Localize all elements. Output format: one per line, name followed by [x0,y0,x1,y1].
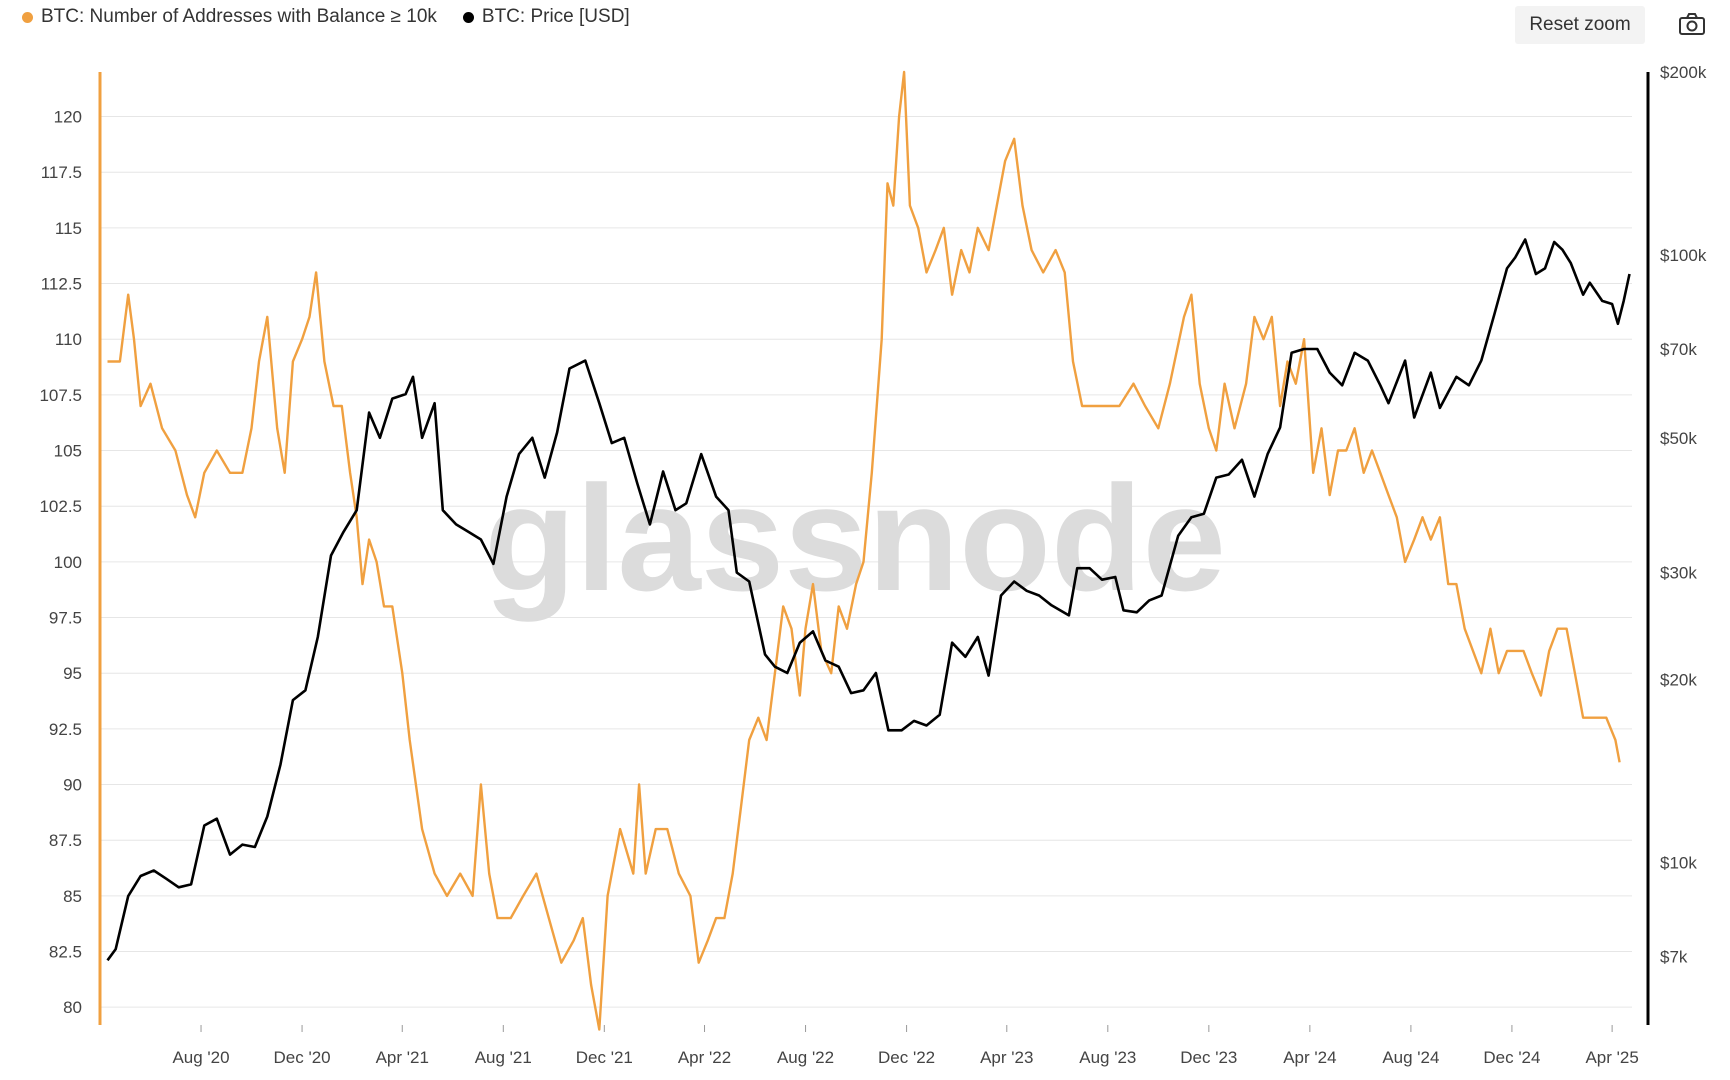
x-tick-label: Aug '24 [1382,1048,1439,1067]
right-tick-label: $70k [1660,340,1697,359]
left-tick-label: 120 [54,108,82,127]
legend-item-addresses[interactable]: BTC: Number of Addresses with Balance ≥ … [22,6,437,28]
left-tick-label: 82.5 [49,943,82,962]
right-tick-label: $10k [1660,853,1697,872]
x-tick-label: Apr '23 [980,1048,1033,1067]
legend-label-price: BTC: Price [USD] [481,6,630,27]
x-tick-label: Dec '22 [878,1048,935,1067]
left-tick-label: 115 [55,219,82,238]
left-tick-label: 85 [63,887,82,906]
right-tick-label: $200k [1660,63,1707,82]
left-tick-label: 102.5 [39,497,82,516]
x-tick-label: Dec '24 [1483,1048,1540,1067]
right-tick-label: $100k [1660,246,1707,265]
x-tick-label: Apr '22 [678,1048,731,1067]
left-tick-label: 95 [63,664,82,683]
left-tick-label: 90 [63,776,82,795]
x-tick-label: Aug '20 [172,1048,229,1067]
x-tick-label: Apr '25 [1585,1048,1638,1067]
left-tick-label: 80 [63,998,82,1017]
right-tick-label: $20k [1660,671,1697,690]
left-tick-label: 100 [54,553,82,572]
series-line-price[interactable] [106,238,1631,962]
camera-icon[interactable] [1678,12,1706,36]
left-tick-label: 117.5 [41,163,82,182]
left-tick-label: 107.5 [39,386,82,405]
left-tick-label: 97.5 [49,609,82,628]
x-tick-label: Dec '20 [274,1048,331,1067]
grid-lines [100,116,1632,1008]
left-tick-label: 92.5 [49,720,82,739]
x-tick-label: Aug '22 [777,1048,834,1067]
left-tick-label: 105 [54,442,82,461]
x-tick-label: Dec '21 [576,1048,633,1067]
legend-dot-price [462,11,474,23]
legend-item-price[interactable]: BTC: Price [USD] [462,6,630,28]
right-axis-ticks: $7k $10k $20k $30k $50k $70k $100k $200k [1660,63,1707,967]
left-axis-ticks: 80 82.5 85 87.5 90 92.5 95 97.5 100 102.5 105 107.5… [39,108,82,1018]
left-tick-label: 87.5 [49,831,82,850]
x-axis-ticks: Aug '20 Dec '20 Apr '21 Aug '21 Dec '21 Apr '… [172,1025,1639,1067]
legend: BTC: Number of Addresses with Balance ≥ … [22,6,630,28]
x-tick-label: Aug '23 [1079,1048,1136,1067]
watermark-text: glassnode [484,454,1226,622]
legend-label-addresses: BTC: Number of Addresses with Balance ≥ … [41,6,437,27]
x-tick-label: Aug '21 [475,1048,532,1067]
left-tick-label: 110 [55,330,82,349]
right-tick-label: $50k [1660,429,1697,448]
right-tick-label: $7k [1660,948,1688,967]
x-tick-label: Apr '24 [1283,1048,1336,1067]
right-tick-label: $30k [1660,564,1697,583]
left-tick-label: 112.5 [41,275,82,294]
reset-zoom-button[interactable]: Reset zoom [1515,6,1645,44]
legend-dot-addresses [22,11,33,23]
x-tick-label: Apr '21 [376,1048,429,1067]
x-tick-label: Dec '23 [1180,1048,1237,1067]
series-line-addresses[interactable] [107,70,1621,1031]
